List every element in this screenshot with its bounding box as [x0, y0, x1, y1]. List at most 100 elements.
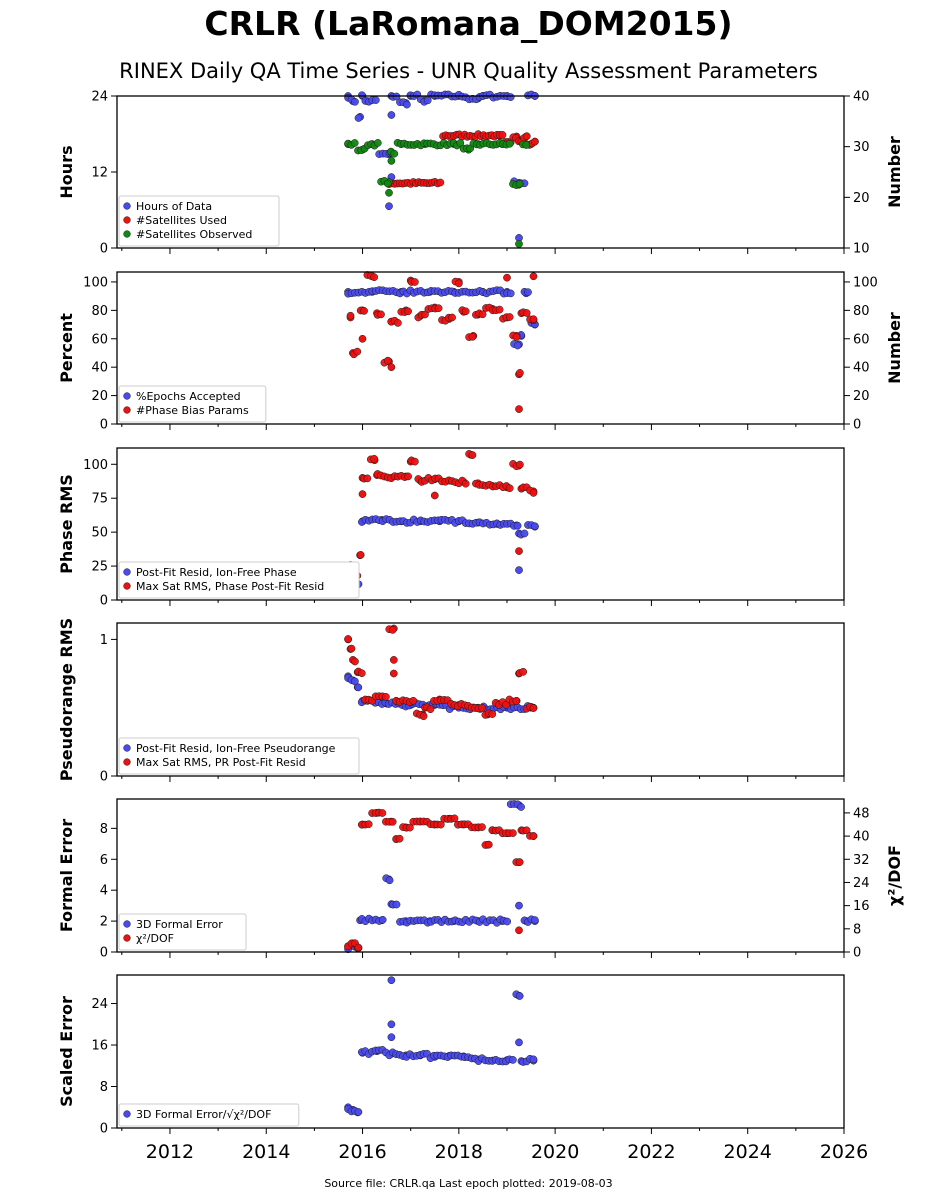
data-point — [419, 712, 428, 721]
data-point — [387, 1033, 396, 1042]
data-point — [370, 454, 379, 463]
legend-label: χ²/DOF — [136, 932, 174, 945]
data-point — [468, 451, 477, 459]
data-point — [358, 91, 366, 100]
data-point — [529, 704, 538, 712]
data-point — [461, 307, 470, 316]
legend-marker — [123, 744, 131, 752]
y-axis-label-right: χ²/DOF — [885, 845, 904, 906]
legend-label: %Epochs Accepted — [136, 390, 241, 403]
data-point — [515, 547, 523, 555]
legend-label: Hours of Data — [136, 200, 212, 213]
legend-box — [118, 195, 280, 247]
data-point — [531, 916, 539, 924]
data-point — [468, 332, 477, 341]
legend-label: #Satellites Used — [136, 214, 227, 227]
y-tick-label-right: 40 — [853, 90, 870, 105]
data-point — [461, 479, 470, 488]
data-point — [436, 178, 445, 187]
data-point — [426, 705, 435, 714]
legend-label: #Satellites Observed — [136, 228, 252, 241]
y-tick-label-right: 24 — [853, 876, 870, 891]
y-axis-label-right: Number — [885, 136, 904, 208]
y-tick-label-left: 0 — [100, 1122, 108, 1137]
data-point — [389, 656, 398, 664]
plot-area — [117, 975, 844, 1128]
data-point — [515, 858, 524, 866]
data-point — [522, 826, 531, 835]
data-point — [503, 917, 512, 926]
data-point — [509, 1056, 517, 1064]
x-tick-label: 2016 — [338, 1141, 386, 1163]
data-point — [377, 310, 385, 319]
data-point — [387, 363, 396, 372]
data-point — [423, 96, 432, 105]
data-point — [388, 626, 397, 634]
data-point — [434, 304, 443, 313]
plot-frame — [116, 447, 845, 601]
data-point — [406, 823, 414, 832]
data-point — [360, 307, 368, 315]
legend-label: Max Sat RMS, PR Post-Fit Resid — [136, 756, 306, 769]
data-point — [455, 279, 463, 288]
data-point — [383, 179, 392, 188]
y-tick-label-right: 48 — [853, 806, 870, 821]
plot-frame — [116, 798, 845, 953]
y-tick-label-left: 0 — [100, 946, 108, 961]
y-tick-label-left: 2 — [100, 915, 108, 930]
data-point — [350, 139, 359, 147]
data-point — [529, 315, 538, 324]
legend-marker — [123, 216, 131, 224]
data-point — [484, 840, 493, 849]
y-tick-label-right: 32 — [853, 853, 870, 868]
data-point — [356, 551, 365, 559]
legend-label: Post-Fit Resid, Ion-Free Pseudorange — [136, 742, 336, 755]
panel-4: 0 1 Pseudorange RMS Post-Fit Resid, Ion-Fre… — [57, 618, 845, 785]
x-tick-label: 2026 — [820, 1141, 868, 1163]
legend-box — [118, 913, 247, 951]
data-point — [363, 474, 372, 483]
plot-frame — [116, 974, 845, 1129]
x-tick-label: 2020 — [531, 1141, 579, 1163]
data-point — [513, 341, 522, 350]
data-point — [515, 901, 523, 910]
data-point — [515, 405, 523, 413]
y-tick-label-right: 20 — [853, 191, 870, 206]
data-point — [411, 278, 419, 286]
series-2 — [346, 271, 538, 413]
legend: %Epochs Accepted#Phase Bias Params — [118, 385, 267, 423]
x-tick-label: 2014 — [242, 1141, 290, 1163]
data-point — [509, 829, 517, 837]
legend-box — [118, 737, 360, 775]
y-tick-label-left: 1 — [100, 633, 108, 648]
y-tick-label-right: 0 — [853, 418, 861, 433]
data-point — [450, 814, 459, 823]
y-tick-label-right: 80 — [853, 304, 870, 319]
data-point — [421, 310, 429, 319]
data-point — [392, 900, 401, 909]
data-point — [358, 334, 367, 343]
data-point — [354, 114, 363, 122]
y-tick-label-left: 0 — [100, 770, 108, 785]
data-point — [383, 356, 392, 365]
data-point — [357, 669, 366, 678]
data-point — [382, 693, 390, 701]
y-tick-label-left: 80 — [91, 304, 108, 319]
y-axis-label-left: Formal Error — [57, 819, 76, 932]
series-2 — [344, 624, 538, 721]
data-point — [512, 697, 521, 705]
data-point — [516, 369, 524, 377]
series-1 — [344, 286, 539, 350]
y-tick-label-left: 4 — [100, 884, 108, 899]
data-point — [388, 817, 397, 826]
data-point — [520, 529, 529, 538]
legend-label: 3D Formal Error — [136, 918, 223, 931]
y-tick-label-left: 24 — [91, 90, 108, 105]
y-tick-label-left: 6 — [100, 853, 108, 868]
data-point — [505, 313, 514, 321]
y-tick-label-right: 30 — [853, 140, 870, 155]
data-point — [529, 1055, 538, 1064]
